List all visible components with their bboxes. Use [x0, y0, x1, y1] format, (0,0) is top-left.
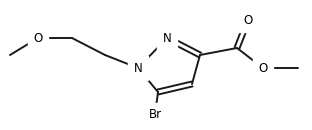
Text: O: O	[243, 14, 253, 27]
Text: N: N	[134, 61, 142, 74]
Text: O: O	[258, 61, 268, 74]
Text: Br: Br	[149, 109, 162, 122]
Text: N: N	[163, 31, 171, 44]
Text: O: O	[33, 31, 43, 44]
